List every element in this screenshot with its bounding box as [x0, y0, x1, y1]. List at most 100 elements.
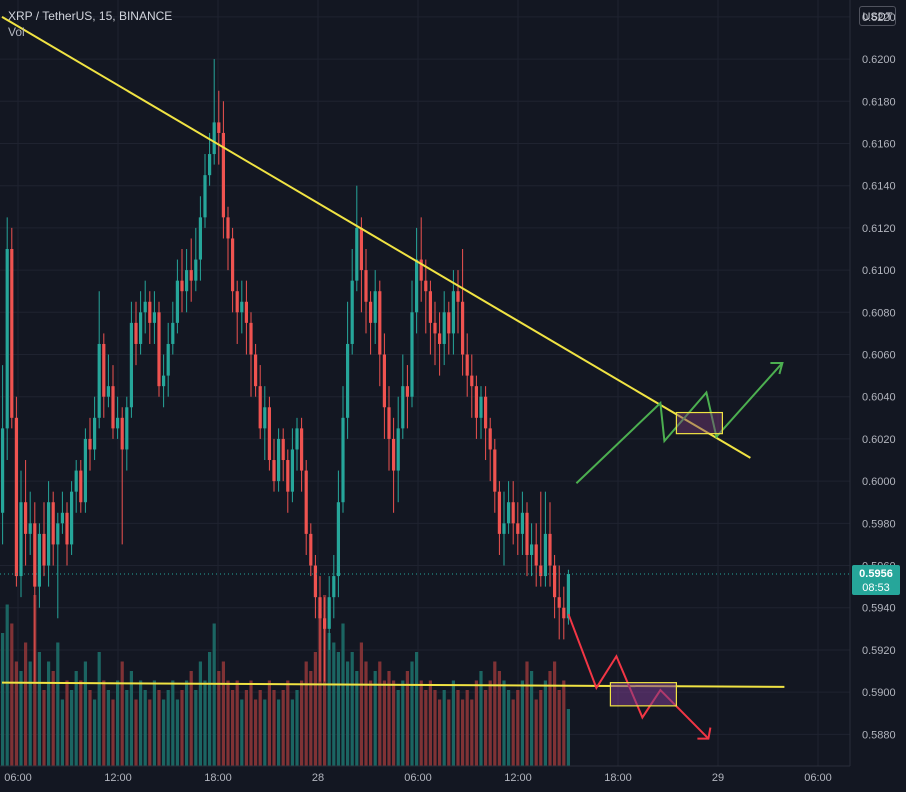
volume-bar: [185, 680, 189, 766]
volume-bar: [97, 652, 101, 766]
volume-bar: [350, 652, 354, 766]
candle-body: [461, 301, 465, 355]
candle-body: [19, 502, 23, 577]
candle-body: [474, 386, 478, 418]
candle-body: [392, 438, 396, 471]
time-tick-label: 29: [712, 772, 724, 784]
price-tick-label: 0.5940: [862, 603, 896, 615]
time-tick-label: 18:00: [204, 772, 232, 784]
volume-bar: [401, 680, 405, 766]
candle-body: [543, 533, 547, 577]
candle-body: [47, 502, 51, 566]
candle-body: [175, 280, 179, 323]
volume-bar: [166, 690, 170, 766]
candle-body: [97, 343, 101, 418]
candle-body: [111, 386, 115, 429]
volume-bar: [51, 671, 55, 766]
volume-bar: [474, 680, 478, 766]
candle-body: [405, 386, 409, 397]
candle-body: [83, 438, 87, 503]
volume-indicator-label[interactable]: Vol: [8, 25, 25, 39]
currency-button[interactable]: USDT: [859, 6, 896, 26]
candlesticks: [0, 59, 570, 682]
candle-body: [244, 301, 248, 323]
volume-bar: [249, 680, 253, 766]
drawings: [1, 16, 785, 740]
candle-body: [185, 270, 189, 292]
price-tick-label: 0.6060: [862, 350, 896, 362]
candle-body: [309, 533, 313, 566]
time-axis[interactable]: 06:00 12:00 18:00 28 06:00 12:00 18:00 29 06:00: [4, 772, 832, 784]
candle-body: [51, 502, 55, 545]
volume-bar: [70, 690, 74, 766]
volume-bar: [125, 690, 129, 766]
bullish-path: [575, 362, 784, 484]
volume-bar: [162, 699, 166, 766]
volume-bar: [139, 680, 143, 766]
candle-body: [277, 438, 281, 482]
candle-body: [88, 438, 92, 450]
candle-body: [451, 291, 455, 334]
volume-bar: [93, 699, 97, 766]
bearish-arrowhead: [697, 727, 712, 740]
volume-bar: [157, 690, 161, 766]
candle-body: [10, 249, 14, 418]
time-tick-label: 06:00: [4, 772, 32, 784]
candle-body: [295, 428, 299, 450]
candle-body: [143, 301, 147, 313]
candle-body: [226, 217, 230, 239]
volume-bar: [327, 633, 331, 766]
candle-body: [313, 565, 317, 598]
volume-bar: [318, 614, 322, 766]
candle-body: [42, 533, 46, 566]
price-tick-label: 0.5880: [862, 729, 896, 741]
candle-body: [520, 512, 524, 534]
volume-bar: [548, 671, 552, 766]
volume-bar: [387, 671, 391, 766]
volume-bar: [415, 652, 419, 766]
candle-body: [456, 291, 460, 302]
volume-bar: [65, 680, 69, 766]
price-tick-label: 0.6080: [862, 307, 896, 319]
candle-body: [401, 386, 405, 429]
volume-bar: [212, 623, 216, 766]
price-tick-label: 0.5900: [862, 687, 896, 699]
candle-body: [249, 322, 253, 355]
volume-bar: [497, 671, 501, 766]
candle-body: [14, 417, 18, 577]
current-price-value: 0.5956: [859, 568, 893, 580]
volume-bar: [359, 642, 363, 766]
volume-bar: [336, 652, 340, 766]
candle-body: [507, 502, 511, 524]
candle-body: [341, 417, 345, 503]
candle-body: [530, 544, 534, 555]
price-tick-label: 0.6020: [862, 434, 896, 446]
volume-bar: [143, 690, 147, 766]
symbol-title[interactable]: XRP / TetherUS, 15, BINANCE: [8, 9, 173, 23]
volume-bar: [539, 690, 543, 766]
current-price-badge: [852, 564, 900, 595]
volume-bar: [180, 690, 184, 766]
volume-bar: [148, 699, 152, 766]
candle-body: [203, 175, 207, 218]
candle-body: [281, 438, 285, 461]
candle-body: [442, 312, 446, 344]
volume-bar: [42, 690, 46, 766]
volume-bar: [543, 680, 547, 766]
candle-body: [5, 249, 9, 429]
bullish-target-box: [675, 411, 724, 435]
volume-bar: [102, 680, 106, 766]
volume-bar: [189, 671, 193, 766]
volume-bar: [419, 680, 423, 766]
candle-body: [382, 354, 386, 408]
candle-body: [231, 238, 235, 292]
volume-bar: [286, 680, 290, 766]
time-tick-label: 28: [312, 772, 324, 784]
volume-bar: [175, 699, 179, 766]
volume-bar: [281, 690, 285, 766]
volume-bar: [470, 699, 474, 766]
candle-body: [493, 449, 497, 492]
candle-body: [553, 565, 557, 598]
